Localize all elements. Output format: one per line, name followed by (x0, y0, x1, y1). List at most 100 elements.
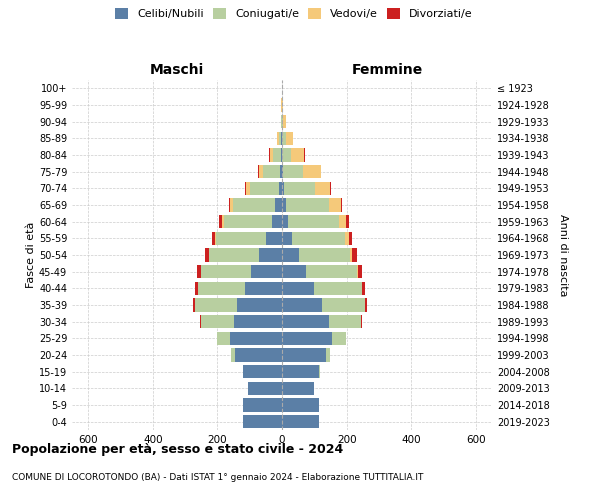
Bar (273, 148, 281, 162)
Bar (332, 332, 346, 345)
Bar (237, 298, 282, 312)
Bar (259, 165, 263, 178)
Bar (282, 415, 319, 428)
Bar (250, 182, 279, 195)
Y-axis label: Anni di nascita: Anni di nascita (558, 214, 568, 296)
Bar (233, 315, 282, 328)
Bar (314, 282, 362, 295)
Bar (362, 282, 365, 295)
Bar (195, 282, 198, 295)
Bar (358, 265, 362, 278)
Bar (283, 148, 292, 162)
Bar (209, 248, 259, 262)
Bar (263, 165, 280, 178)
Bar (231, 348, 235, 362)
Bar (251, 265, 282, 278)
Bar (281, 132, 282, 145)
Bar (286, 198, 329, 211)
Bar (283, 165, 303, 178)
Bar (248, 382, 282, 395)
Bar (326, 348, 331, 362)
Bar (282, 215, 289, 228)
Bar (282, 248, 299, 262)
Bar (329, 198, 341, 211)
Bar (243, 365, 282, 378)
Bar (283, 132, 286, 145)
Bar (282, 182, 284, 195)
Bar (282, 282, 314, 295)
Bar (365, 298, 367, 312)
Bar (200, 315, 201, 328)
Bar (346, 215, 349, 228)
Bar (282, 348, 326, 362)
Bar (329, 315, 361, 328)
Bar (215, 232, 216, 245)
Bar (314, 182, 330, 195)
Bar (282, 232, 292, 245)
Bar (292, 148, 304, 162)
Bar (330, 182, 331, 195)
Bar (277, 132, 279, 145)
Bar (319, 365, 320, 378)
Bar (280, 165, 282, 178)
Bar (282, 115, 283, 128)
Bar (235, 348, 282, 362)
Text: COMUNE DI LOCOROTONDO (BA) - Dati ISTAT 1° gennaio 2024 - Elaborazione TUTTITALI: COMUNE DI LOCOROTONDO (BA) - Dati ISTAT … (12, 472, 424, 482)
Bar (230, 332, 282, 345)
Bar (344, 232, 349, 245)
Bar (299, 248, 350, 262)
Bar (357, 265, 358, 278)
Text: Femmine: Femmine (352, 62, 422, 76)
Bar (352, 248, 357, 262)
Bar (282, 198, 286, 211)
Bar (282, 332, 332, 345)
Bar (198, 282, 245, 295)
Bar (306, 265, 357, 278)
Legend: Celibi/Nubili, Coniugati/e, Vedovi/e, Divorziati/e: Celibi/Nubili, Coniugati/e, Vedovi/e, Di… (113, 6, 475, 22)
Text: Popolazione per età, sesso e stato civile - 2024: Popolazione per età, sesso e stato civil… (12, 442, 343, 456)
Bar (282, 382, 314, 395)
Bar (289, 215, 338, 228)
Bar (286, 132, 293, 145)
Bar (283, 115, 286, 128)
Text: Maschi: Maschi (150, 62, 204, 76)
Bar (282, 298, 322, 312)
Bar (259, 248, 282, 262)
Bar (281, 148, 282, 162)
Bar (233, 198, 275, 211)
Bar (205, 248, 209, 262)
Bar (212, 232, 215, 245)
Bar (321, 165, 322, 178)
Bar (282, 365, 319, 378)
Bar (201, 315, 233, 328)
Bar (349, 232, 352, 245)
Bar (222, 215, 224, 228)
Bar (216, 232, 266, 245)
Bar (201, 265, 251, 278)
Bar (338, 215, 346, 228)
Bar (197, 265, 201, 278)
Bar (217, 332, 230, 345)
Bar (279, 182, 282, 195)
Bar (243, 398, 282, 411)
Bar (275, 198, 282, 211)
Bar (230, 198, 233, 211)
Bar (284, 182, 314, 195)
Bar (245, 182, 247, 195)
Bar (282, 315, 329, 328)
Bar (242, 365, 243, 378)
Bar (195, 298, 237, 312)
Bar (361, 315, 362, 328)
Bar (229, 198, 230, 211)
Bar (303, 165, 321, 178)
Bar (282, 165, 283, 178)
Y-axis label: Fasce di età: Fasce di età (26, 222, 36, 288)
Bar (322, 298, 365, 312)
Bar (245, 282, 282, 295)
Bar (258, 165, 259, 178)
Bar (247, 182, 250, 195)
Bar (279, 132, 281, 145)
Bar (282, 265, 306, 278)
Bar (266, 232, 282, 245)
Bar (270, 148, 273, 162)
